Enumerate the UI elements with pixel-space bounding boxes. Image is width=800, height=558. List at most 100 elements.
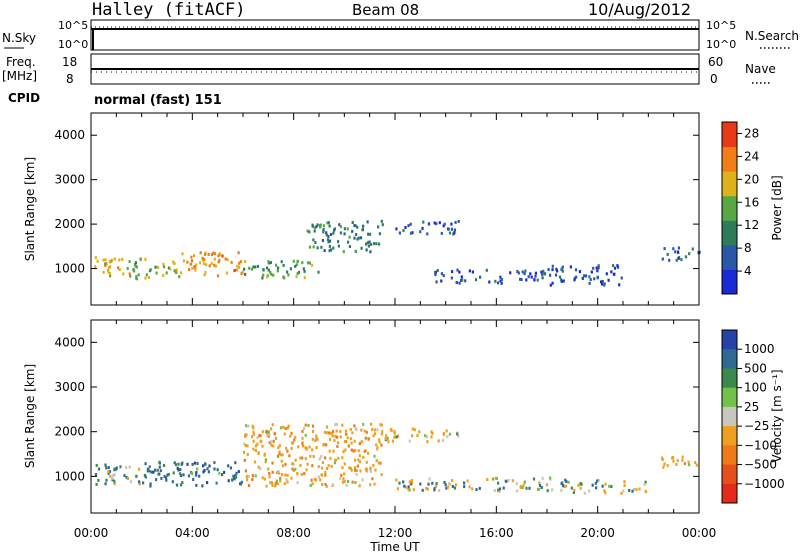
velocity-echo-cell-2 — [272, 444, 275, 448]
velocity-echo-cell-2 — [356, 464, 359, 468]
power-echo-cell-2 — [235, 268, 238, 272]
velocity-echo-cell-1 — [149, 484, 152, 488]
velocity-echo-cell-0 — [123, 474, 126, 478]
power-echo-cell-5 — [421, 226, 424, 230]
velocity-echo-cell-2 — [311, 464, 314, 468]
velocity-echo-cell-0 — [129, 480, 132, 484]
power-echo-cell-4 — [337, 244, 340, 248]
velocity-echo-cell-2 — [279, 426, 283, 430]
velocity-echo-cell-2 — [349, 437, 353, 441]
power-echo-cell-4 — [308, 230, 311, 234]
power-echo-cell-4 — [343, 227, 346, 231]
velocity-echo-cell-2 — [287, 424, 290, 428]
power-echo-cell-6 — [434, 270, 437, 274]
power-echo-cell-7 — [547, 268, 550, 271]
velocity-echo-cell-5 — [591, 483, 594, 487]
velocity-echo-cell-2 — [297, 445, 300, 449]
power-echo-cell-4 — [326, 221, 329, 225]
power-echo-cell-6 — [450, 276, 453, 280]
velocity-echo-cell-2 — [358, 460, 361, 464]
power-echo-cell-8 — [672, 247, 675, 251]
velocity-echo-cell-2 — [281, 473, 284, 477]
velocity-echo-cell-4 — [537, 487, 540, 491]
velocity-echo-cell-2 — [363, 449, 366, 453]
velocity-echo-cell-1 — [206, 481, 209, 485]
power-echo-cell-0 — [128, 272, 131, 276]
velocity-echo-cell-1 — [150, 470, 153, 474]
power-echo-cell-1 — [173, 269, 176, 273]
power-echo-cell-4 — [316, 246, 319, 250]
velocity-echo-cell-2 — [352, 449, 355, 453]
velocity-colorbar-swatch — [722, 464, 737, 485]
power-echo-cell-4 — [306, 229, 309, 233]
velocity-echo-cell-4 — [551, 488, 554, 492]
velocity-echo-cell-2 — [346, 436, 349, 440]
velocity-echo-cell-0 — [105, 478, 108, 482]
velocity-echo-cell-4 — [426, 487, 429, 491]
power-echo-cell-0 — [118, 258, 121, 262]
velocity-echo-cell-2 — [355, 472, 358, 476]
velocity-echo-cell-1 — [227, 464, 230, 468]
velocity-echo-cell-2 — [270, 440, 273, 444]
velocity-echo-cell-2 — [341, 456, 344, 460]
velocity-echo-cell-4 — [396, 487, 399, 491]
velocity-echo-cell-2 — [365, 430, 368, 434]
velocity-echo-cell-0 — [108, 470, 111, 473]
velocity-echo-cell-3 — [456, 432, 459, 436]
power-echo-cell-8 — [675, 258, 678, 262]
power-echo-cell-6 — [499, 275, 502, 279]
power-echo-cell-4 — [319, 223, 322, 227]
power-echo-cell-5 — [395, 227, 398, 231]
power-echo-cell-7 — [556, 269, 559, 273]
power-echo-cell-7 — [596, 275, 599, 279]
velocity-echo-cell-2 — [344, 439, 347, 443]
velocity-echo-cell-2 — [374, 432, 377, 436]
velocity-echo-cell-4 — [419, 482, 422, 486]
velocity-echo-cell-4 — [463, 481, 466, 485]
power-echo-cell-2 — [212, 251, 215, 255]
velocity-echo-cell-2 — [353, 468, 357, 472]
velocity-echo-cell-5 — [604, 482, 607, 486]
nsearch-tick-low: 10^0 — [706, 38, 736, 51]
power-echo-cell-2 — [218, 258, 221, 262]
power-echo-cell-3 — [306, 261, 310, 265]
power-echo-cell-4 — [365, 248, 368, 252]
velocity-echo-cell-1 — [234, 475, 238, 479]
velocity-echo-cell-1 — [231, 478, 234, 482]
power-echo-cell-5 — [404, 226, 407, 229]
power-echo-cell-4 — [367, 244, 370, 248]
velocity-echo-cell-2 — [274, 484, 277, 488]
velocity-echo-cell-2 — [257, 465, 260, 469]
velocity-colorbar-swatch — [722, 426, 737, 446]
velocity-echo-cell-2 — [347, 480, 350, 483]
power-echo-cell-0 — [110, 259, 113, 263]
velocity-colorbar-label: Velocity [m s⁻¹] — [770, 369, 784, 462]
power-echo-cell-2 — [238, 261, 241, 265]
velocity-echo-cell-2 — [259, 467, 262, 471]
power-echo-cell-4 — [327, 234, 330, 238]
power-echo-cell-7 — [549, 283, 552, 287]
velocity-echo-cell-2 — [336, 435, 339, 439]
velocity-echo-cell-2 — [364, 436, 367, 440]
power-echo-cell-3 — [287, 273, 290, 277]
velocity-echo-cell-2 — [353, 439, 356, 443]
velocity-echo-cell-2 — [371, 477, 374, 481]
velocity-echo-cell-2 — [283, 426, 287, 430]
nsky-tick-high: 10^5 — [58, 19, 88, 32]
power-echo-cell-5 — [435, 222, 438, 226]
velocity-echo-cell-2 — [280, 453, 283, 457]
power-colorbar-tick-label: 8 — [744, 241, 752, 255]
velocity-echo-cell-2 — [244, 433, 247, 437]
power-echo-cell-7 — [616, 265, 620, 269]
power-echo-cell-2 — [201, 256, 204, 260]
velocity-echo-cell-0 — [137, 467, 141, 471]
power-echo-cell-7 — [573, 276, 576, 280]
velocity-echo-cell-3 — [397, 434, 400, 438]
power-echo-cell-2 — [226, 258, 229, 262]
power-echo-cell-1 — [175, 271, 178, 274]
velocity-echo-cell-2 — [254, 444, 258, 448]
velocity-echo-cell-5 — [561, 484, 565, 487]
velocity-echo-cell-3 — [448, 432, 451, 436]
power-echo-cell-1 — [167, 266, 171, 270]
velocity-echo-cell-1 — [172, 471, 175, 475]
